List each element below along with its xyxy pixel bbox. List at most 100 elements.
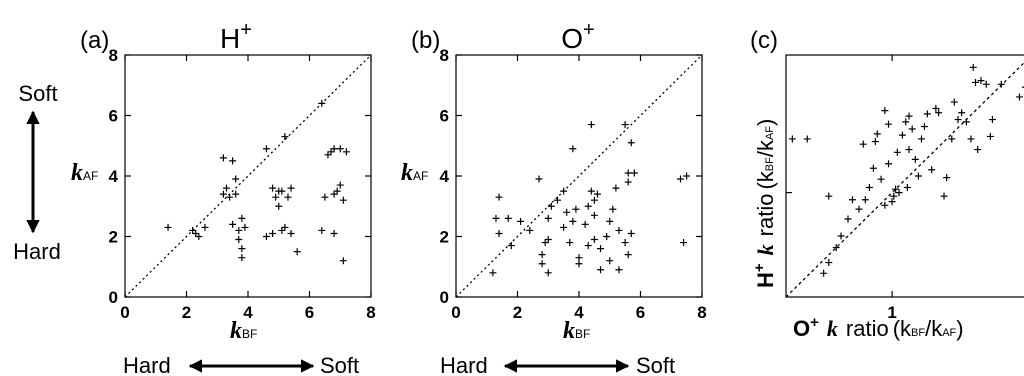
panel-c-point	[848, 196, 856, 204]
panel-c-point	[861, 196, 869, 204]
panel-a-point	[229, 220, 237, 228]
panel-c-point	[958, 109, 966, 117]
panel-c-point	[869, 164, 877, 172]
panel-a-point	[262, 233, 270, 240]
panel-a-point	[287, 229, 295, 237]
panel-a-soft-label: Soft	[320, 353, 359, 376]
panel-b-point	[683, 172, 691, 180]
panel-a-point	[321, 193, 329, 201]
panel-b-point	[584, 242, 592, 250]
panel-b-point	[572, 205, 580, 213]
panel-a-point	[293, 248, 301, 256]
panel-a-point	[275, 202, 283, 210]
panel-a-title: H+	[220, 19, 252, 54]
panel-c-point	[974, 146, 982, 154]
panel-b-point	[575, 260, 583, 268]
panel-b-point	[590, 236, 598, 244]
panel-c-xlabel-sub2: AF	[942, 327, 956, 339]
panel-a-point	[284, 193, 292, 201]
panel-b-title-sup: +	[583, 19, 595, 41]
panel-a-point	[235, 236, 243, 244]
panel-b-xtick-label: 6	[636, 303, 645, 322]
panel-b-point	[615, 226, 623, 234]
panel-b-point	[621, 121, 629, 129]
panel-b-point	[590, 211, 598, 219]
panel-a-xtick-label: 2	[182, 303, 191, 322]
panel-c-point	[971, 78, 979, 86]
panel-c-point	[920, 123, 928, 131]
panel-c-point	[895, 189, 903, 197]
panel-b-point	[541, 239, 549, 247]
panel-c-ylabel-sub2: AF	[764, 126, 776, 140]
panel-a-point	[232, 190, 240, 198]
panel-a-xlabel: kBF	[230, 318, 257, 344]
panel-c-point	[1015, 93, 1023, 101]
panel-b-point	[526, 226, 534, 234]
panel-c-point	[881, 201, 889, 209]
panel-b-xtick-label: 2	[513, 303, 522, 322]
panel-b-point	[538, 251, 546, 259]
panel-b-title-base: O	[561, 23, 583, 54]
panel-c-ylabel-k: k	[753, 244, 778, 255]
panel-a-letter: (a)	[80, 27, 109, 54]
panel-a-point	[229, 157, 237, 165]
panel-c-point	[985, 42, 992, 49]
panel-c-ylabel-sup: +	[751, 263, 768, 272]
panel-a-point	[219, 154, 227, 162]
panel-b-point	[609, 205, 617, 213]
panel-a-point	[278, 226, 286, 234]
panel-c-point	[923, 110, 931, 118]
panel-c-xtick-label: 1	[887, 303, 896, 322]
panel-c-point	[859, 140, 867, 148]
panel-c-point	[997, 80, 1005, 88]
panel-a-ytick-label: 8	[109, 46, 118, 65]
panel-c-point	[914, 172, 922, 180]
panel-a-xtick-label: 8	[366, 303, 375, 322]
panel-b-point	[517, 217, 525, 225]
panel-c-point	[905, 146, 913, 154]
panel-a-point	[287, 184, 295, 192]
panel-a-point	[272, 193, 280, 201]
panel-b-ytick-label: 0	[440, 288, 449, 307]
panel-c-point	[948, 135, 956, 143]
panel-b-point	[563, 208, 571, 216]
panel-c-point	[873, 130, 881, 138]
panel-b-xlabel-var: k	[563, 318, 575, 344]
panel-a-point	[342, 148, 350, 156]
panel-b-point	[624, 251, 632, 259]
panel-b-hard-label: Hard	[440, 353, 488, 376]
panel-c-diagonal	[786, 61, 1024, 297]
panel-c-point	[844, 215, 852, 223]
panel-b-point	[584, 202, 592, 210]
panel-c-xlabel: O+ k ratio (kBF/kAF)	[793, 314, 964, 341]
panel-c-point	[932, 104, 940, 112]
panel-a-ylabel-sub: AF	[83, 169, 98, 183]
panel-b-point	[597, 245, 605, 253]
panel-b-point	[627, 229, 635, 237]
panel-b-point	[575, 254, 583, 262]
panel-b-xtick-label: 8	[697, 303, 706, 322]
panel-c-point	[820, 269, 828, 277]
panel-c-point	[935, 109, 943, 117]
panel-a-point	[339, 196, 347, 204]
panel-b-point	[606, 217, 614, 225]
panel-c-letter: (c)	[750, 27, 778, 54]
panel-a-ylabel: kAF	[71, 160, 98, 186]
panel-c-point	[888, 198, 896, 206]
panel-b-point	[569, 145, 577, 153]
hard-label: Hard	[13, 239, 61, 264]
panel-a-point	[269, 229, 277, 237]
panel-b-point	[547, 202, 555, 210]
panel-c-frame	[785, 54, 1024, 298]
panel-c-point	[962, 118, 970, 126]
panel-a-point	[235, 226, 243, 234]
panel-c-xlabel-sub1: BF	[911, 327, 925, 339]
panel-c-point	[969, 63, 977, 71]
panel-c-point	[905, 112, 913, 120]
panel-c-ylabel-sub1: BF	[764, 157, 776, 171]
panel-c-xlabel-k: k	[827, 316, 838, 341]
panel-a-point	[330, 145, 338, 153]
panel-c-point	[911, 155, 919, 163]
